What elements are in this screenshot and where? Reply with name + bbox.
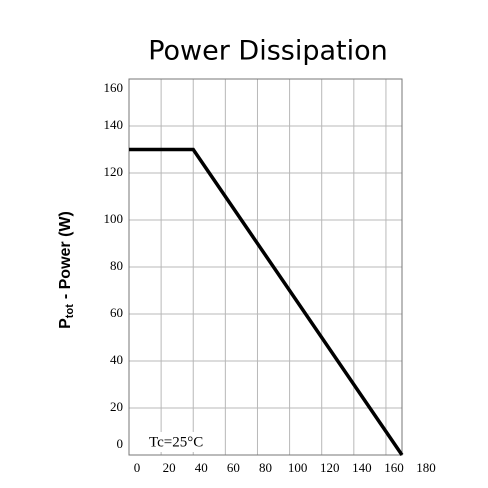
x-tick-label: 60 (227, 460, 240, 475)
x-tick-label: 180 (416, 460, 436, 475)
y-tick-label: 20 (110, 399, 123, 414)
y-tick-label: 120 (104, 164, 124, 179)
y-axis-label: Ptot - Power (W) (57, 211, 76, 329)
chart-title: Power Dissipation (148, 36, 388, 67)
y-tick-label: 140 (104, 117, 124, 132)
annotation-box (143, 432, 219, 452)
y-tick-label: 60 (110, 305, 123, 320)
y-label-symbol: P (57, 318, 74, 329)
x-tick-label: 100 (288, 460, 308, 475)
y-tick-label: 80 (110, 258, 123, 273)
x-tick-label: 20 (163, 460, 176, 475)
x-tick-label: 160 (384, 460, 404, 475)
y-label-text: - Power (W) (57, 211, 74, 299)
x-tick-label: 120 (320, 460, 340, 475)
y-tick-label: 40 (110, 352, 123, 367)
x-tick-label: 80 (259, 460, 272, 475)
x-tick-label: 40 (195, 460, 208, 475)
annotation: Tc=25°C (149, 434, 203, 450)
y-tick-label: 100 (104, 211, 124, 226)
x-tick-label: 140 (352, 460, 372, 475)
y-label-subscript: tot (64, 304, 76, 318)
y-tick-label: 160 (104, 80, 124, 95)
y-tick-label: 0 (117, 436, 124, 451)
data-line (129, 147, 404, 456)
plot-frame (128, 78, 403, 456)
x-tick-label: 0 (134, 460, 141, 475)
